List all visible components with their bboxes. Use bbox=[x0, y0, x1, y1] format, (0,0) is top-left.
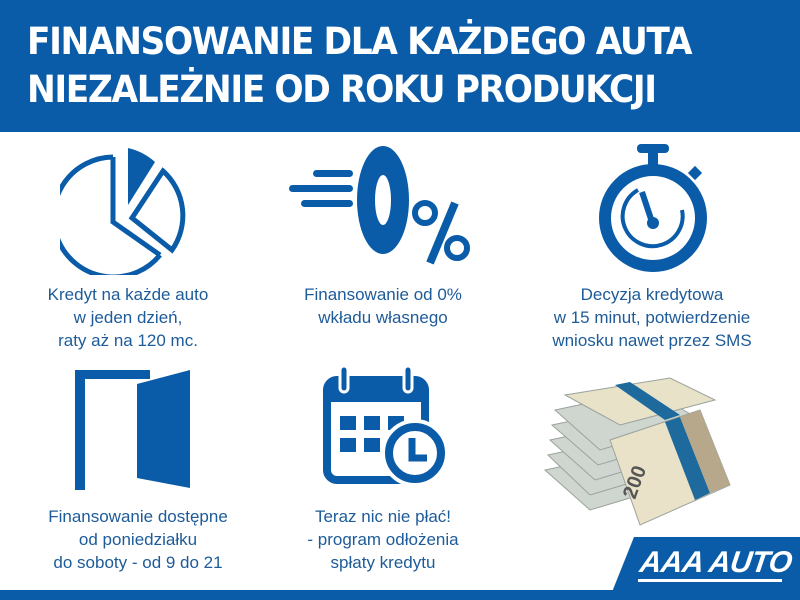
aaa-auto-logo: AAA AUTO bbox=[612, 537, 800, 592]
caption-line: w 15 minut, potwierdzenie bbox=[553, 308, 751, 327]
header-banner: FINANSOWANIE DLA KAŻDEGO AUTA NIEZALEŻNI… bbox=[0, 0, 800, 132]
headline-line-1: FINANSOWANIE DLA KAŻDEGO AUTA bbox=[27, 20, 692, 63]
caption-line: Finansowanie od 0% bbox=[304, 285, 462, 304]
feature-caption-decision: Decyzja kredytowa w 15 minut, potwierdze… bbox=[522, 283, 782, 352]
caption-line: Finansowanie dostępne bbox=[48, 507, 228, 526]
caption-line: do soboty - od 9 do 21 bbox=[53, 553, 223, 572]
zero-percent-icon bbox=[289, 146, 470, 265]
caption-line: Decyzja kredytowa bbox=[580, 285, 724, 304]
caption-line: Kredyt na każde auto bbox=[47, 285, 209, 304]
logo-text: AAA AUTO bbox=[637, 546, 794, 579]
headline-line-2: NIEZALEŻNIE OD ROKU PRODUKCJI bbox=[27, 68, 657, 111]
feature-caption-credit: Kredyt na każde auto w jeden dzień, raty… bbox=[0, 283, 258, 352]
feature-caption-deferral: Teraz nic nie płać! - program odłożenia … bbox=[253, 505, 513, 574]
pie-chart-icon bbox=[60, 148, 186, 275]
calendar-clock-icon bbox=[323, 364, 449, 487]
caption-line: raty aż na 120 mc. bbox=[58, 331, 198, 350]
caption-line: w jeden dzień, bbox=[73, 308, 183, 327]
caption-line: wkładu własnego bbox=[318, 308, 448, 327]
caption-line: od poniedziałku bbox=[78, 530, 198, 549]
caption-line: wniosku nawet przez SMS bbox=[552, 331, 752, 350]
feature-caption-zero-down: Finansowanie od 0% wkładu własnego bbox=[253, 283, 513, 329]
logo-underline bbox=[638, 579, 782, 582]
open-door-icon bbox=[75, 370, 190, 490]
stopwatch-icon bbox=[599, 144, 707, 272]
caption-line: spłaty kredytu bbox=[330, 553, 436, 572]
caption-line: - program odłożenia bbox=[307, 530, 459, 549]
footer-bar bbox=[0, 590, 800, 600]
caption-line: Teraz nic nie płać! bbox=[314, 507, 452, 526]
feature-caption-hours: Finansowanie dostępne od poniedziałku do… bbox=[8, 505, 268, 574]
money-stack-image: 200 bbox=[543, 377, 731, 526]
